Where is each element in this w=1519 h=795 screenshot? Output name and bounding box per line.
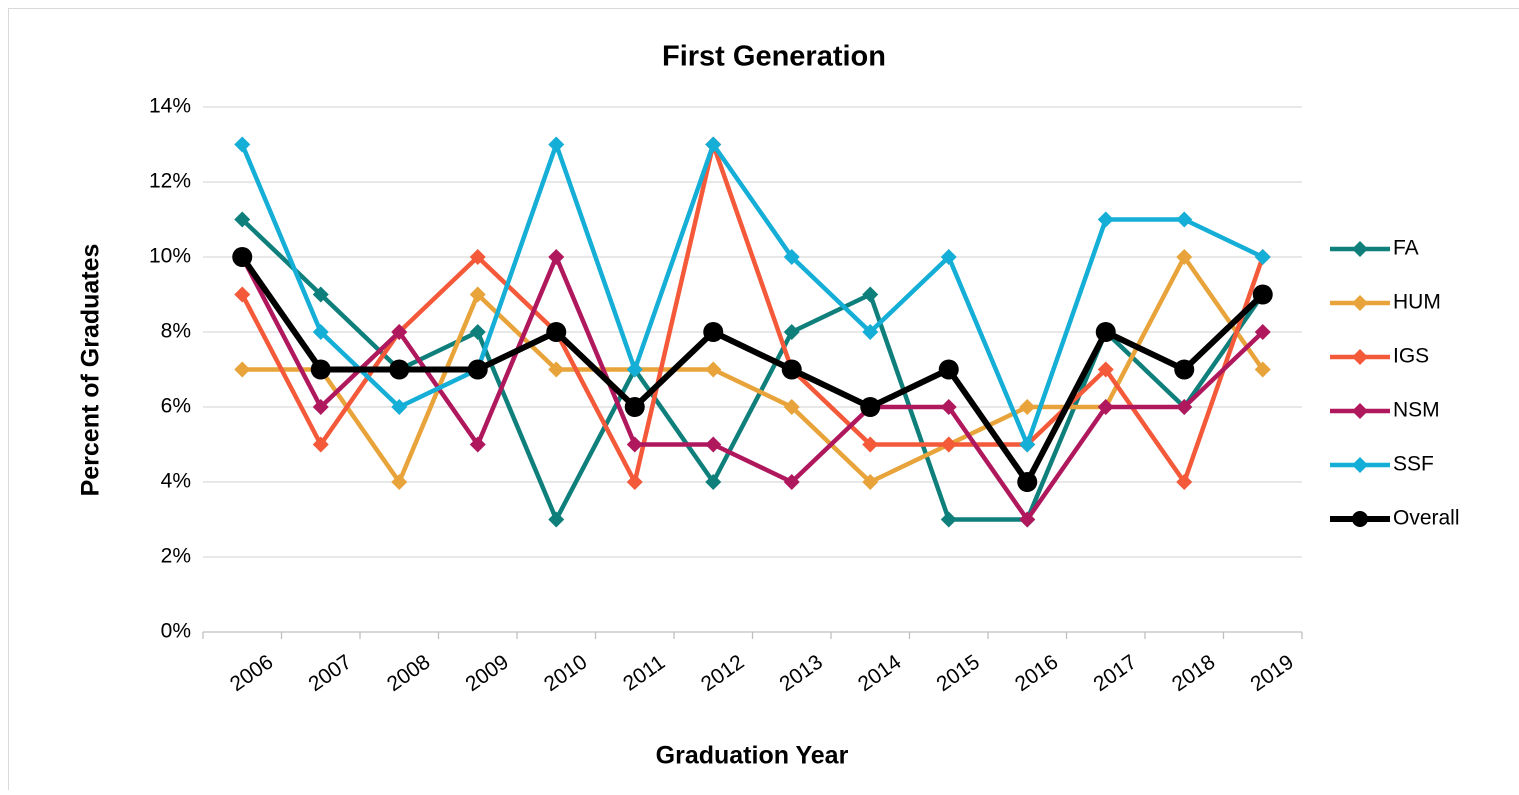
legend-marker (1352, 511, 1368, 527)
y-tick-label: 14% (149, 95, 191, 118)
y-tick-label: 2% (161, 545, 191, 568)
data-point (232, 247, 252, 267)
data-point (939, 360, 959, 380)
legend-label: HUM (1393, 291, 1441, 314)
y-tick-label: 6% (161, 395, 191, 418)
legend-label: FA (1393, 237, 1419, 260)
data-point (311, 360, 331, 380)
data-point (860, 397, 880, 417)
y-tick-label: 12% (149, 170, 191, 193)
x-axis-label: Graduation Year (656, 742, 849, 770)
data-point (1253, 285, 1273, 305)
legend-label: NSM (1393, 399, 1440, 422)
chart-title: First Generation (662, 41, 886, 73)
data-point (546, 322, 566, 342)
data-point (468, 360, 488, 380)
data-point (1017, 472, 1037, 492)
data-point (1174, 360, 1194, 380)
data-point (703, 322, 723, 342)
data-point (1096, 322, 1116, 342)
y-tick-label: 8% (161, 320, 191, 343)
legend-label: Overall (1393, 507, 1460, 530)
y-axis-label: Percent of Graduates (77, 244, 105, 497)
y-tick-label: 10% (149, 245, 191, 268)
legend-label: SSF (1393, 453, 1434, 476)
legend-label: IGS (1393, 345, 1429, 368)
y-tick-label: 0% (161, 620, 191, 643)
data-point (782, 360, 802, 380)
data-point (625, 397, 645, 417)
y-tick-label: 4% (161, 470, 191, 493)
data-point (389, 360, 409, 380)
